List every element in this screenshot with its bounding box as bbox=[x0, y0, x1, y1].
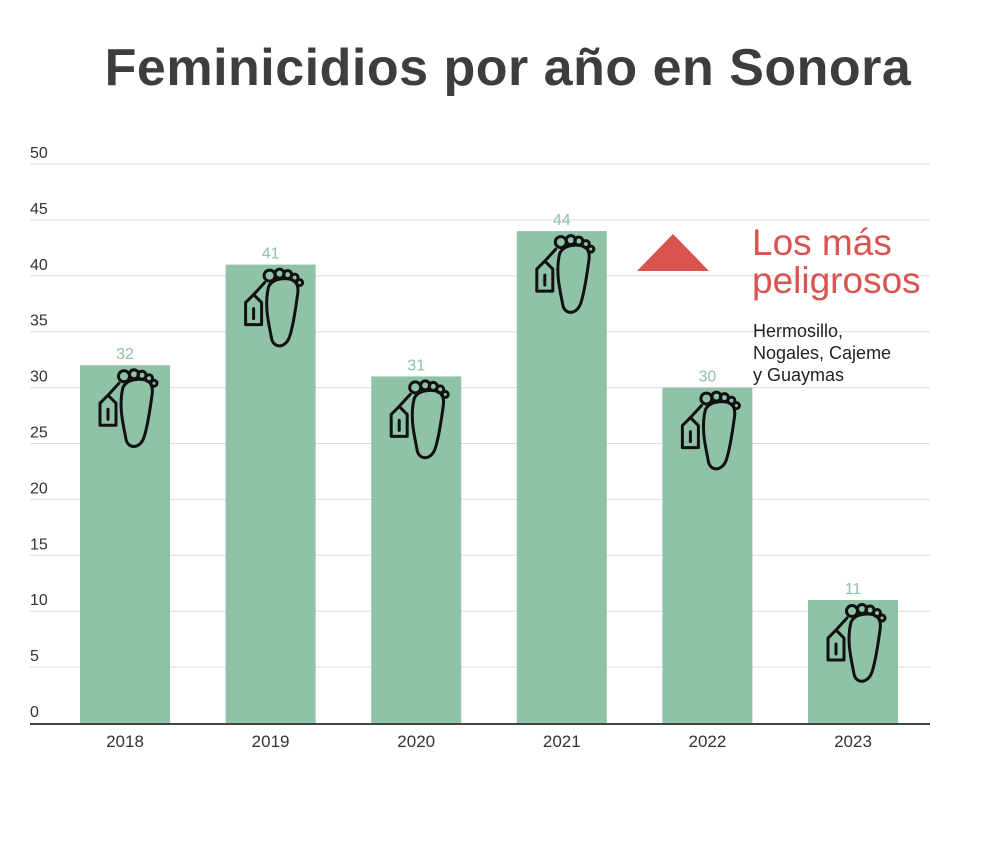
y-tick-label: 0 bbox=[30, 704, 39, 721]
bar-2022 bbox=[662, 387, 753, 723]
callout-note: Hermosillo, Nogales, Cajeme y Guaymas bbox=[753, 321, 892, 385]
foot-with-toe-tag-icon bbox=[244, 267, 305, 348]
y-tick-label: 40 bbox=[30, 257, 48, 274]
up-triangle-icon bbox=[637, 234, 709, 271]
bar-2018 bbox=[80, 365, 170, 723]
data-label: 11 bbox=[845, 581, 862, 598]
foot-with-toe-tag-icon bbox=[826, 603, 887, 683]
bar-2020 bbox=[371, 376, 462, 723]
y-tick-label: 30 bbox=[30, 369, 48, 386]
gridlines bbox=[30, 163, 930, 668]
x-category-label: 2018 bbox=[106, 732, 144, 751]
y-tick-label: 15 bbox=[30, 536, 48, 553]
callout-heading: Los más peligrosos bbox=[752, 222, 921, 301]
foot-with-toe-tag-icon bbox=[535, 234, 596, 314]
data-labels: 32 41 31 44 30 11 bbox=[116, 212, 861, 598]
x-category-label: 2022 bbox=[688, 732, 726, 751]
bar-2019 bbox=[225, 264, 316, 723]
foot-icons bbox=[98, 234, 887, 683]
y-tick-label: 25 bbox=[30, 425, 48, 442]
foot-with-toe-tag-icon bbox=[389, 379, 450, 460]
y-tick-label: 50 bbox=[30, 145, 48, 162]
x-category-label: 2020 bbox=[397, 732, 435, 751]
data-label: 44 bbox=[553, 212, 571, 229]
y-tick-label: 45 bbox=[30, 201, 48, 218]
foot-with-toe-tag-icon bbox=[98, 368, 159, 448]
data-label: 30 bbox=[699, 369, 717, 386]
y-axis-ticks: 0 5 10 15 20 25 30 35 40 45 50 bbox=[30, 145, 48, 721]
data-label: 41 bbox=[262, 246, 280, 263]
foot-with-toe-tag-icon bbox=[680, 390, 741, 471]
x-category-label: 2021 bbox=[543, 732, 581, 751]
chart-title: Feminicidios por año en Sonora bbox=[104, 39, 912, 97]
bars bbox=[80, 231, 898, 723]
y-tick-label: 5 bbox=[30, 648, 39, 665]
x-category-label: 2023 bbox=[834, 732, 872, 751]
x-axis-categories: 2018 2019 2020 2021 2022 2023 bbox=[106, 732, 872, 751]
y-tick-label: 10 bbox=[30, 592, 48, 609]
x-category-label: 2019 bbox=[252, 732, 290, 751]
data-label: 32 bbox=[116, 346, 134, 363]
data-label: 31 bbox=[407, 357, 425, 374]
y-tick-label: 20 bbox=[30, 480, 48, 497]
bar-2021 bbox=[516, 231, 607, 723]
y-tick-label: 35 bbox=[30, 313, 48, 330]
